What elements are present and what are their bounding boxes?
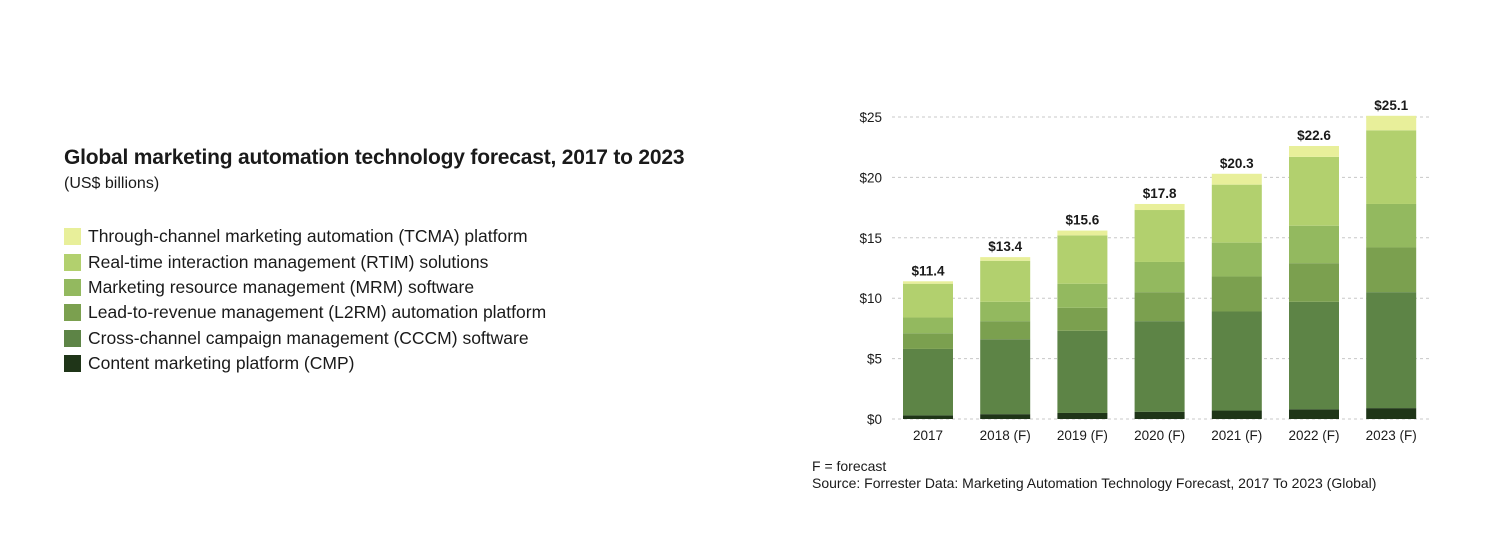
legend-swatch <box>64 355 81 373</box>
bar-segment <box>1134 411 1185 419</box>
legend-swatch <box>64 253 81 271</box>
legend-label: Marketing resource management (MRM) soft… <box>88 276 475 297</box>
bar-segment <box>903 281 953 284</box>
bar-segment <box>1366 247 1417 293</box>
legend-swatch <box>64 228 81 246</box>
bar-segment <box>1057 283 1108 308</box>
bar-segment <box>1211 410 1262 419</box>
bar-segment <box>1211 173 1262 185</box>
legend-item: Lead-to-revenue management (L2RM) automa… <box>64 300 546 325</box>
bar-segment <box>1057 235 1108 284</box>
bar-segment <box>1134 210 1185 262</box>
bar-segment <box>1057 230 1108 236</box>
y-tick-label: $25 <box>859 110 882 125</box>
bar-segment <box>1211 242 1262 277</box>
legend-item: Marketing resource management (MRM) soft… <box>64 275 546 300</box>
bar-segment <box>903 333 953 349</box>
bar-segment <box>1057 330 1108 413</box>
bar-segment <box>1366 203 1417 248</box>
legend-item: Content marketing platform (CMP) <box>64 351 546 376</box>
bar-segment <box>1289 301 1339 410</box>
bar-total-label: $11.4 <box>911 263 945 278</box>
bar-total-label: $25.1 <box>1374 98 1408 113</box>
x-tick-label: 2017 <box>913 428 943 443</box>
bar-total-label: $20.3 <box>1220 156 1254 171</box>
source-note: Source: Forrester Data: Marketing Automa… <box>812 475 1377 491</box>
legend-label: Content marketing platform (CMP) <box>88 353 355 374</box>
y-tick-label: $5 <box>867 352 882 367</box>
y-tick-label: $20 <box>859 170 882 185</box>
x-tick-label: 2018 (F) <box>980 428 1031 443</box>
chart-subtitle: (US$ billions) <box>64 175 160 192</box>
bar-segment <box>1211 311 1262 411</box>
legend-swatch <box>64 304 81 322</box>
bar-segment <box>1134 292 1185 322</box>
bar-segment <box>1289 263 1339 302</box>
bar-segment <box>903 348 953 416</box>
bar-segment <box>1366 115 1417 131</box>
bar-segment <box>903 415 953 419</box>
legend-swatch <box>64 329 81 347</box>
legend-swatch <box>64 278 81 296</box>
forecast-note: F = forecast <box>812 458 887 474</box>
bar-segment <box>1289 156 1339 226</box>
bar-segment <box>1366 130 1417 204</box>
y-tick-label: $15 <box>859 231 882 246</box>
bar-total-label: $15.6 <box>1066 213 1100 228</box>
bar-segment <box>903 317 953 334</box>
legend-label: Lead-to-revenue management (L2RM) automa… <box>88 302 547 323</box>
bar-segment <box>1289 409 1339 419</box>
bar-segment <box>980 414 1031 419</box>
bar-total-label: $22.6 <box>1297 128 1331 143</box>
bar-segment <box>1057 412 1108 419</box>
bar-segment <box>980 260 1031 302</box>
bar-segment <box>1057 307 1108 331</box>
bar-segment <box>1134 321 1185 412</box>
x-tick-label: 2020 (F) <box>1134 428 1185 443</box>
legend-item: Cross-channel campaign management (CCCM)… <box>64 326 546 351</box>
chart-title: Global marketing automation technology f… <box>64 146 685 169</box>
x-tick-label: 2019 (F) <box>1057 428 1108 443</box>
bar-total-label: $13.4 <box>988 239 1022 254</box>
bar-segment <box>980 301 1031 322</box>
bar-segment <box>1134 261 1185 293</box>
bar-segment <box>980 257 1031 261</box>
chart-legend: Through-channel marketing automation (TC… <box>64 224 546 376</box>
x-tick-label: 2023 (F) <box>1366 428 1417 443</box>
legend-item: Through-channel marketing automation (TC… <box>64 224 546 249</box>
bar-total-label: $17.8 <box>1143 186 1177 201</box>
bar-segment <box>1134 203 1185 211</box>
legend-label: Real-time interaction management (RTIM) … <box>88 251 489 272</box>
bar-segment <box>1211 184 1262 243</box>
legend-label: Through-channel marketing automation (TC… <box>88 226 528 247</box>
bar-segment <box>1289 145 1339 157</box>
y-tick-label: $10 <box>859 291 882 306</box>
bar-segment <box>1211 276 1262 312</box>
y-tick-label: $0 <box>867 412 882 427</box>
bar-segment <box>1366 292 1417 409</box>
bar-segment <box>1289 225 1339 264</box>
legend-item: Real-time interaction management (RTIM) … <box>64 249 546 274</box>
bar-segment <box>980 321 1031 340</box>
bar-segment <box>903 283 953 318</box>
bar-segment <box>980 339 1031 415</box>
bar-segment <box>1366 408 1417 419</box>
x-tick-label: 2022 (F) <box>1288 428 1339 443</box>
legend-label: Cross-channel campaign management (CCCM)… <box>88 327 529 348</box>
x-tick-label: 2021 (F) <box>1211 428 1262 443</box>
